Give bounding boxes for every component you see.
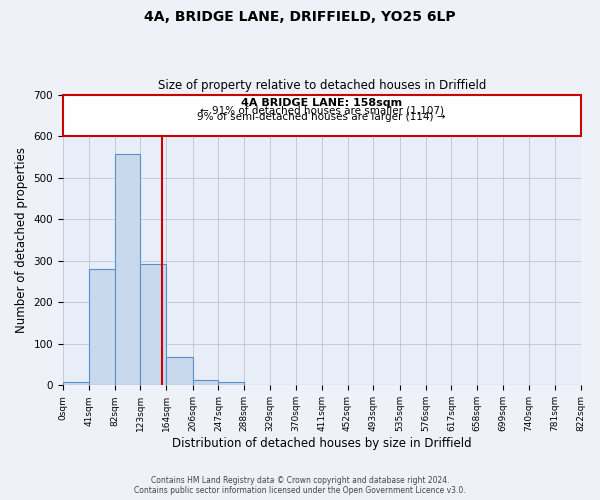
Text: 9% of semi-detached houses are larger (114) →: 9% of semi-detached houses are larger (1… — [197, 112, 446, 122]
Bar — [140, 264, 166, 386]
Text: Contains HM Land Registry data © Crown copyright and database right 2024.
Contai: Contains HM Land Registry data © Crown c… — [134, 476, 466, 495]
Title: Size of property relative to detached houses in Driffield: Size of property relative to detached ho… — [158, 79, 486, 92]
Bar — [63, 382, 89, 386]
Bar — [193, 380, 218, 386]
Y-axis label: Number of detached properties: Number of detached properties — [15, 147, 28, 333]
X-axis label: Distribution of detached houses by size in Driffield: Distribution of detached houses by size … — [172, 437, 472, 450]
Text: ← 91% of detached houses are smaller (1,107): ← 91% of detached houses are smaller (1,… — [200, 106, 444, 116]
Text: 4A BRIDGE LANE: 158sqm: 4A BRIDGE LANE: 158sqm — [241, 98, 402, 108]
Bar — [89, 268, 115, 386]
Bar — [218, 382, 244, 386]
Text: 4A, BRIDGE LANE, DRIFFIELD, YO25 6LP: 4A, BRIDGE LANE, DRIFFIELD, YO25 6LP — [144, 10, 456, 24]
Bar — [63, 94, 581, 136]
Bar — [115, 154, 140, 386]
Bar — [166, 357, 193, 386]
